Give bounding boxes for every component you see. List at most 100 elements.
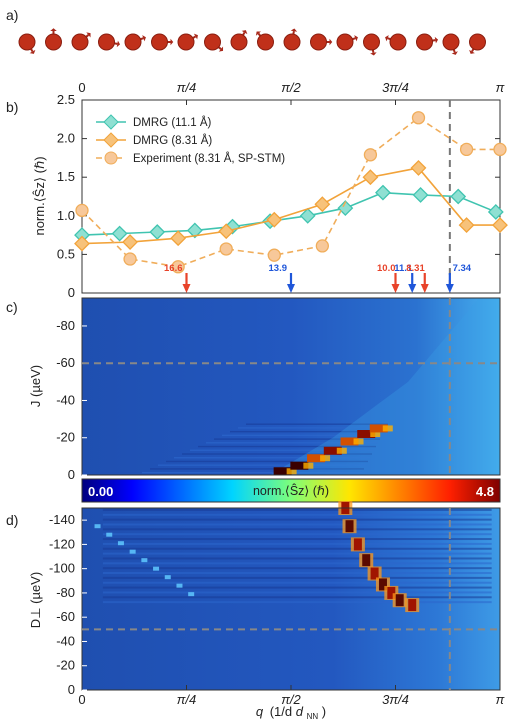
spin-arrow-head xyxy=(370,52,377,56)
panel-d-axes: -140 -120 -100 -80 -60 -40 -20 00 π/4 π/2 3π/4 π xyxy=(49,512,505,707)
panel-c-heatmap xyxy=(142,298,500,476)
heat-stripe xyxy=(102,542,492,545)
heat-stripe xyxy=(102,547,492,550)
y-tick-label: -40 xyxy=(56,633,75,648)
panel-b-series xyxy=(74,111,508,274)
data-point xyxy=(186,222,203,239)
y-tick-label: 0.5 xyxy=(57,246,75,261)
xlabel-q: q xyxy=(256,704,264,719)
top-tick-label: π xyxy=(496,80,505,95)
spin-arrow-head xyxy=(142,35,146,42)
heat-faint-cell xyxy=(129,549,136,554)
heat-faint-cell xyxy=(117,541,124,546)
panel-b-arrows: 16.6 13.9 10.011.18.31 7.34 xyxy=(164,263,472,293)
panel-d-heatmap xyxy=(94,501,492,613)
data-point xyxy=(122,234,138,250)
spin-arrow-head xyxy=(469,49,475,54)
colorbar-max: 4.8 xyxy=(476,484,494,499)
y-tick-label: 0 xyxy=(68,682,75,697)
heat-ridge-cell xyxy=(273,467,292,476)
arrow-label: 7.34 xyxy=(453,263,472,274)
arrow-head xyxy=(391,284,400,293)
panel-c-plot: -80 -60 -40 -20 0 J (µeV) xyxy=(28,297,501,482)
arrow-head xyxy=(182,284,191,293)
x-tick-label: π/4 xyxy=(177,692,197,707)
heat-stripe xyxy=(174,457,370,459)
spin-arrow-head xyxy=(50,28,57,31)
heat-ridge-cell xyxy=(290,461,309,470)
heat-stripe xyxy=(166,460,368,463)
series-line xyxy=(81,167,500,245)
data-point xyxy=(111,225,128,242)
y-tick-label: -80 xyxy=(56,318,75,333)
xlabel-d: d xyxy=(296,704,304,719)
atom xyxy=(442,33,460,51)
heat-stripe xyxy=(198,445,376,448)
atom xyxy=(363,33,380,51)
panel-c-ylabel: J (µeV) xyxy=(28,365,43,407)
atom xyxy=(151,33,168,51)
heat-stripe xyxy=(102,533,492,536)
heat-ridge-cell xyxy=(378,578,387,591)
heat-faint-cell xyxy=(106,532,113,537)
heat-stripe xyxy=(102,567,492,570)
data-point xyxy=(363,148,378,162)
spin-arrow-head xyxy=(241,30,248,35)
atom xyxy=(469,33,486,51)
data-point xyxy=(266,211,283,228)
heat-ridge-cell xyxy=(369,424,388,433)
atom xyxy=(177,33,195,51)
spin-arrow-head xyxy=(451,51,458,55)
data-point xyxy=(299,207,316,224)
legend-marker xyxy=(104,151,118,165)
heat-faint-cell xyxy=(141,558,148,563)
data-point xyxy=(411,111,426,125)
spin-arrow-head xyxy=(193,33,198,40)
heat-stripe xyxy=(102,576,492,579)
heat-ridge-cell xyxy=(408,599,417,612)
arrow-head xyxy=(408,284,417,293)
heat-stripe xyxy=(102,572,492,575)
heat-ridge-halo xyxy=(303,462,314,469)
heat-ridge-cell xyxy=(353,538,362,551)
heat-ridge-halo xyxy=(353,438,364,445)
heat-stripe xyxy=(222,434,382,437)
atom xyxy=(336,33,354,51)
heat-faint-cell xyxy=(94,524,101,529)
atom xyxy=(71,33,89,51)
panel-d-background xyxy=(82,508,500,690)
y-tick-label: -20 xyxy=(56,430,75,445)
heat-ridge-cell xyxy=(362,554,371,567)
spin-arrow-head xyxy=(170,38,174,46)
atom xyxy=(389,33,407,51)
panel-b-ylabel: norm.⟨Ŝz⟩ (ℏ) xyxy=(32,156,47,235)
panel-c-frame xyxy=(81,297,501,476)
panel-b-legend: DMRG (11.1 Å) DMRG (8.31 Å) Experiment (8.… xyxy=(96,114,285,165)
panel-c-yaxis: -80 -60 -40 -20 0 xyxy=(56,318,87,482)
heat-stripe xyxy=(102,601,492,604)
x-tick-label: 0 xyxy=(78,692,85,707)
atom xyxy=(283,33,301,51)
atom xyxy=(124,33,142,51)
heat-stripe xyxy=(102,513,492,516)
atom xyxy=(45,33,62,51)
heat-ridge-cell xyxy=(370,567,379,580)
top-axis-ticks: 0 π/4 π/2 3π/4 π xyxy=(78,80,504,95)
data-point xyxy=(75,203,89,218)
data-point xyxy=(123,252,137,266)
heat-ridge-cell xyxy=(357,430,376,439)
heat-stripe xyxy=(102,528,492,531)
x-tick-label: 3π/4 xyxy=(382,692,409,707)
xlabel-sub: NN xyxy=(307,712,319,721)
heat-stripe xyxy=(102,538,492,541)
y-tick-label: -100 xyxy=(49,561,75,576)
data-point xyxy=(149,224,166,240)
data-point xyxy=(170,230,187,247)
y-tick-label: -60 xyxy=(56,609,75,624)
heat-stripe xyxy=(102,518,492,521)
spin-arrow-head xyxy=(354,35,358,42)
data-point xyxy=(315,239,330,253)
top-tick-label: π/4 xyxy=(177,80,197,95)
arrow-head xyxy=(287,284,295,293)
y-tick-label: 0 xyxy=(68,285,75,300)
